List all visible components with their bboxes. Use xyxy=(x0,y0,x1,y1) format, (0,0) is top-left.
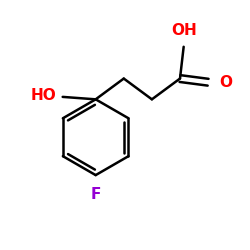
Text: HO: HO xyxy=(31,88,56,103)
Text: O: O xyxy=(219,75,232,90)
Text: OH: OH xyxy=(171,23,196,38)
Text: F: F xyxy=(90,187,101,202)
